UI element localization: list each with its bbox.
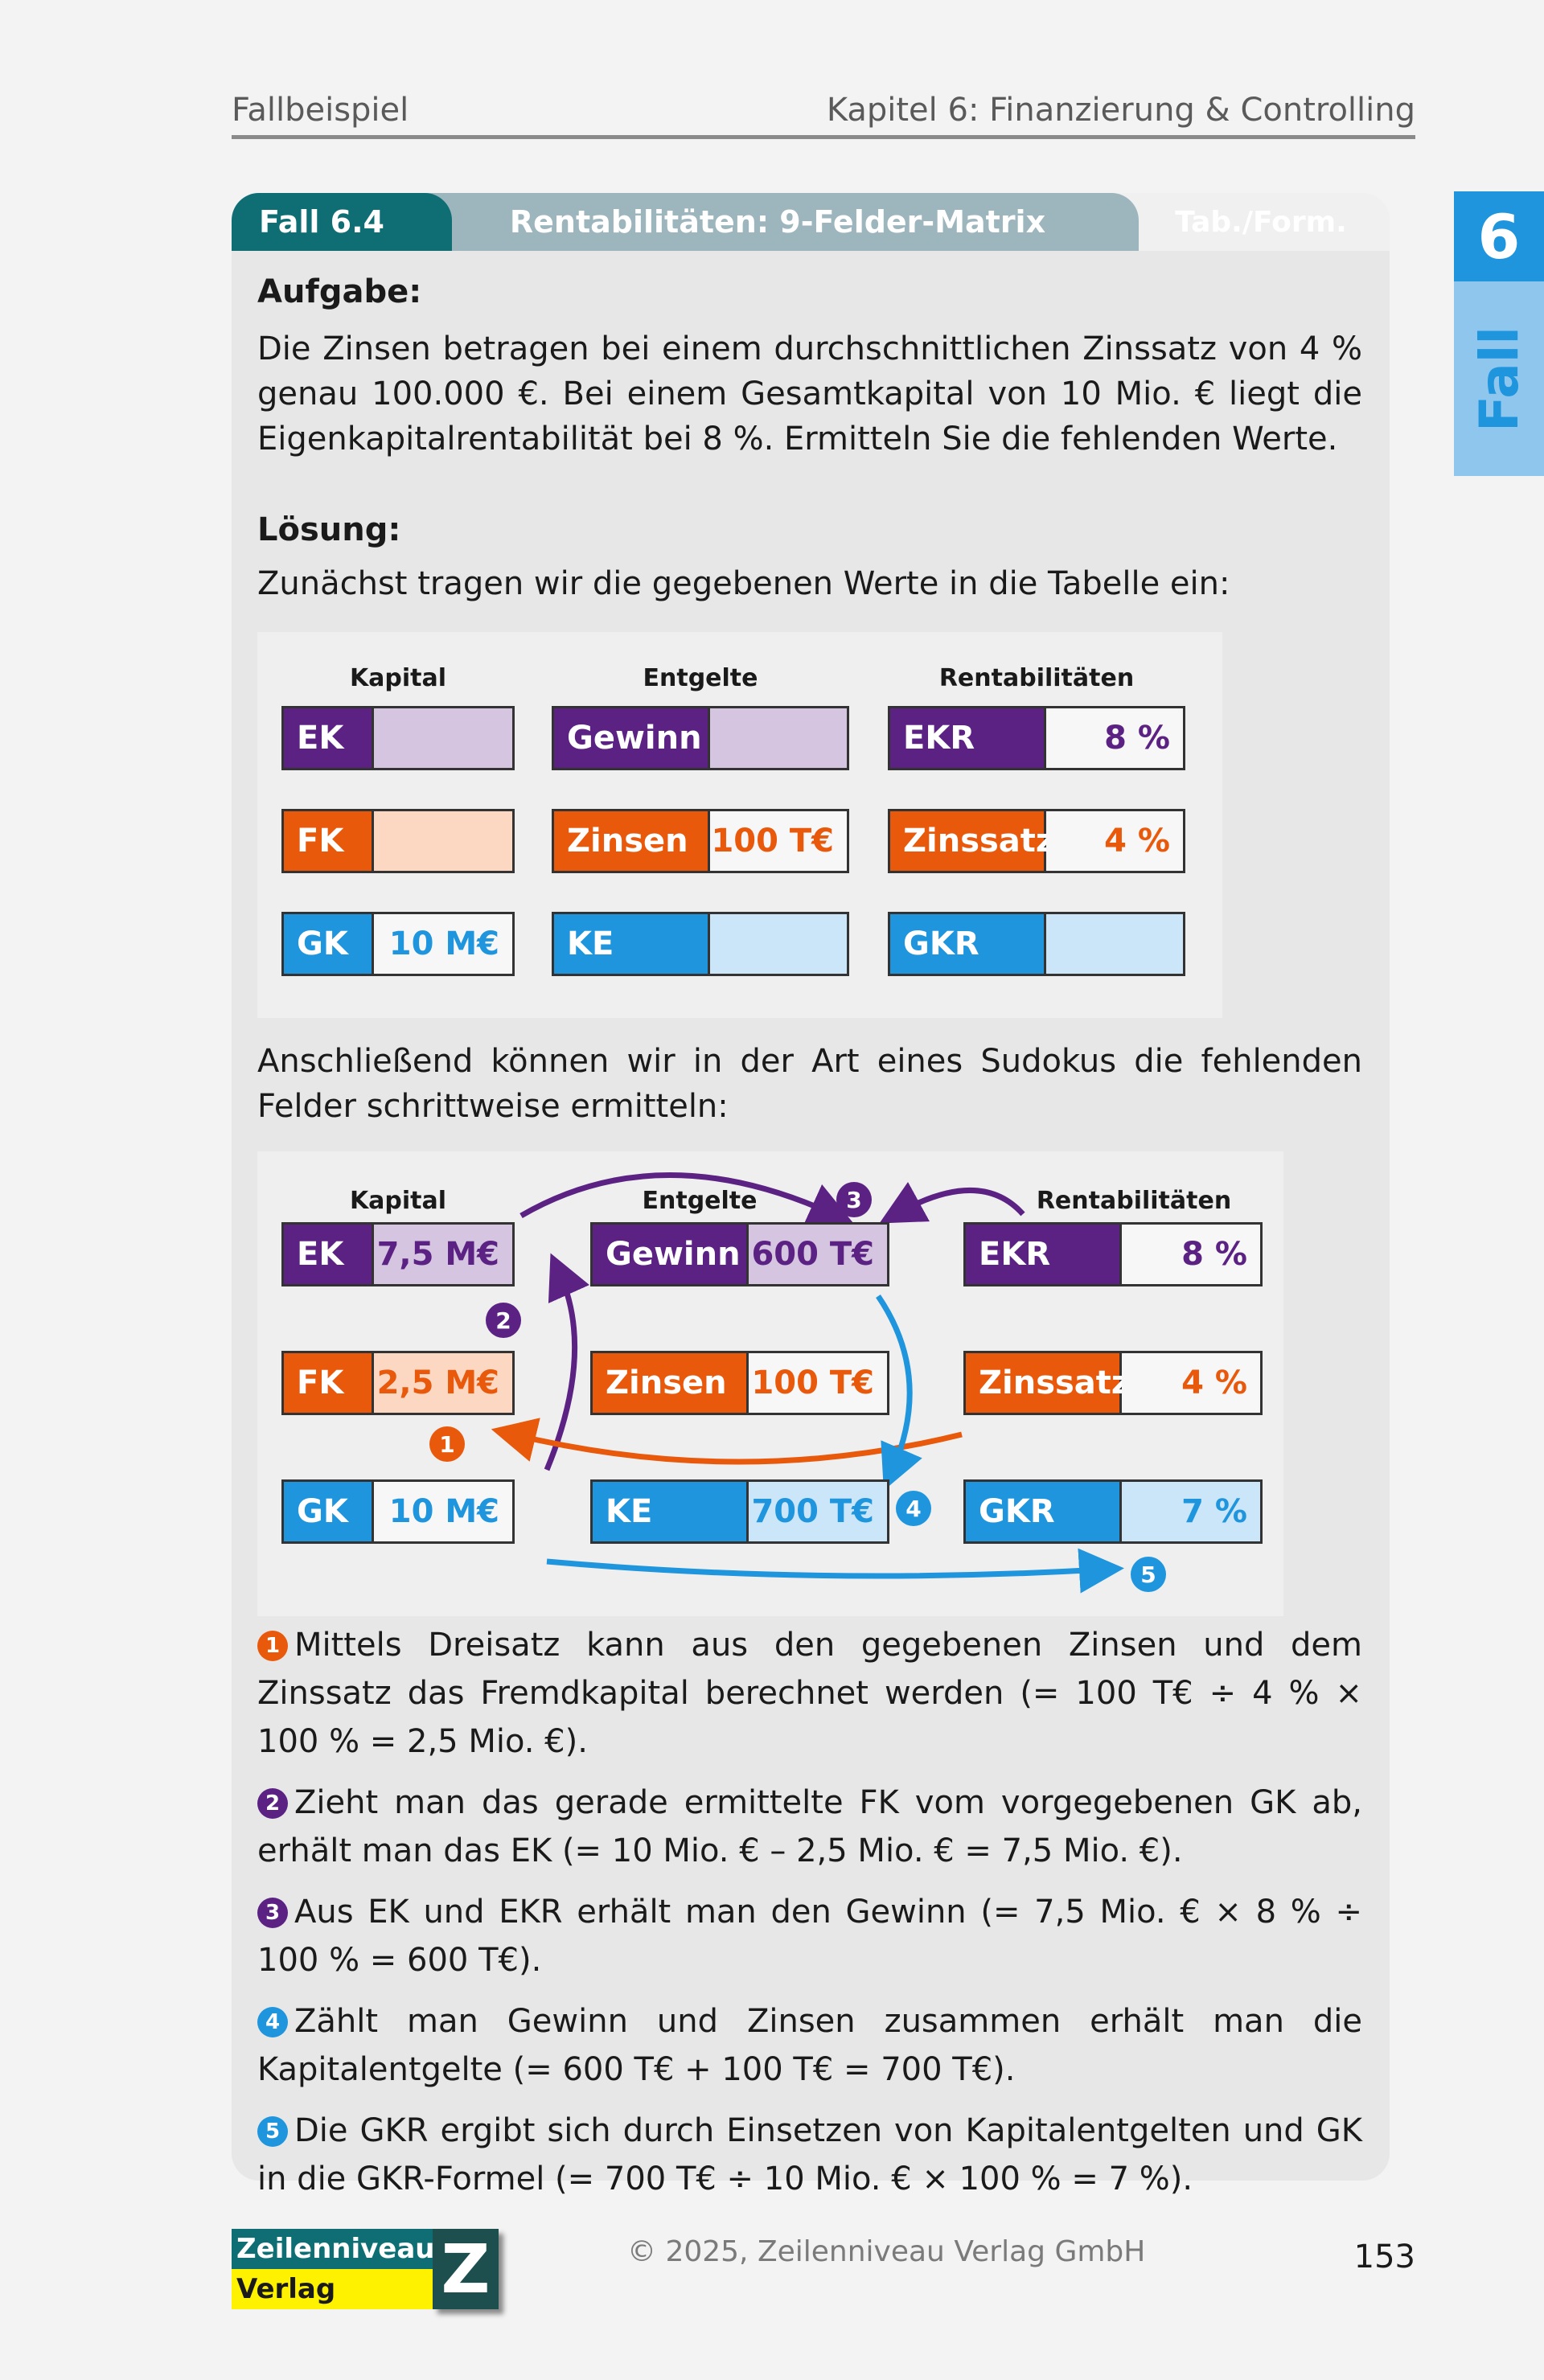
solved-cell-zinssatz: Zinssatz 4 % [963,1351,1263,1415]
col-header-rentabilitaeten: Rentabilitäten [938,664,1135,692]
marker-step-2: 2 [495,1307,511,1334]
cell-gkr: GKR [888,912,1185,976]
chapter-number: 6 [1454,191,1544,281]
step-3: 3 Aus EK und EKR erhält man den Gewinn (=… [257,1894,1362,1979]
tab-case-title[interactable]: Rentabilitäten: 9-Felder-Matrix [417,193,1139,251]
col-header-entgelte-2: Entgelte [642,1187,758,1215]
logo-mark: Z [433,2229,499,2309]
publisher-logo[interactable]: Zeilenniveau Verlag Z [232,2229,505,2317]
solution-heading: Lösung: [257,511,401,548]
step-1: 1 Mittels Dreisatz kann aus den gegebenen… [257,1627,1362,1760]
cell-gewinn: Gewinn [552,706,849,770]
col-header-entgelte: Entgelte [643,664,758,692]
page-number: 153 [1353,2238,1415,2275]
marker-step-5: 5 [1140,1561,1156,1588]
logo-bottom-text: Verlag [232,2269,433,2309]
header-section-label: Fallbeispiel [232,92,409,129]
solved-cell-fk: FK 2,5 M€ [281,1351,515,1415]
solved-matrix: Kapital Entgelte Rentabilitäten 3 2 1 4 [257,1151,1283,1616]
chapter-word: Fall [1468,326,1530,432]
case-tabs: Tab./Form. Rentabilitäten: 9-Felder-Matr… [232,193,1390,251]
header-rule [232,135,1415,139]
header-chapter-title: Kapitel 6: Finanzierung & Controlling [826,92,1415,129]
cell-gk: GK 10 M€ [281,912,515,976]
given-values-matrix: Kapital Entgelte Rentabilitäten EK FK GK… [257,632,1222,1018]
case-card: Tab./Form. Rentabilitäten: 9-Felder-Matr… [232,193,1390,2197]
cell-ke: KE [552,912,849,976]
copyright: © 2025, Zeilenniveau Verlag GmbH [627,2235,1146,2268]
chapter-side-tab[interactable]: 6 Fall [1454,191,1544,476]
col-header-rentabilitaeten-2: Rentabilitäten [1036,1187,1232,1215]
step-arrows: 3 2 1 4 5 [429,1172,1166,1594]
col-header-kapital: Kapital [349,664,447,692]
col-header-kapital-2: Kapital [349,1187,447,1215]
solution-intro: Zunächst tragen wir die gegebenen Werte … [257,565,1230,602]
solved-cell-ekr: EKR 8 % [963,1222,1263,1286]
task-heading: Aufgabe: [257,273,422,310]
solved-cell-gkr: GKR 7 % [963,1479,1263,1544]
cell-zinssatz: Zinssatz 4 % [888,809,1185,873]
step-4: 4 Zählt man Gewinn und Zinsen zusammen er… [257,2003,1362,2088]
arrow-step-3a [519,1172,854,1225]
solved-cell-zinsen: Zinsen 100 T€ [590,1351,889,1415]
solved-cell-gewinn: Gewinn 600 T€ [590,1222,889,1286]
cell-zinsen: Zinsen 100 T€ [552,809,849,873]
marker-step-3: 3 [846,1187,861,1213]
arrow-step-3b [879,1181,1025,1224]
arrow-step-2 [544,1253,590,1471]
cell-ek: EK [281,706,515,770]
sudoku-intro: Anschließend können wir in der Art eines… [257,1043,1362,1125]
solved-cell-gk: GK 10 M€ [281,1479,515,1544]
arrow-step-5 [546,1548,1124,1594]
tab-case-number[interactable]: Fall 6.4 [232,193,452,251]
logo-top-text: Zeilenniveau [232,2229,435,2269]
cell-ekr: EKR 8 % [888,706,1185,770]
task-text: Die Zinsen betragen bei einem durchschni… [257,330,1362,458]
marker-step-4: 4 [905,1496,921,1522]
marker-step-1: 1 [439,1431,454,1458]
solution-steps: 1 Mittels Dreisatz kann aus den gegebenen… [257,1621,1362,2216]
step-2: 2 Zieht man das gerade ermittelte FK vom … [257,1784,1362,1869]
cell-fk: FK [281,809,515,873]
solved-cell-ke: KE 700 T€ [590,1479,889,1544]
tab-formulas[interactable]: Tab./Form. [1100,193,1390,251]
solved-cell-ek: EK 7,5 M€ [281,1222,515,1286]
step-5: 5 Die GKR ergibt sich durch Einsetzen von… [257,2112,1362,2197]
arrow-step-4 [876,1295,922,1491]
